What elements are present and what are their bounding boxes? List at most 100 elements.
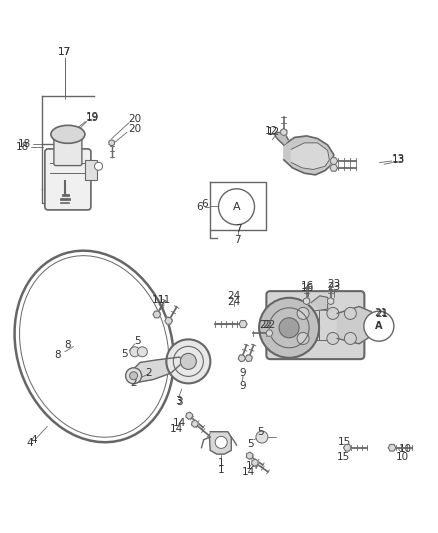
Circle shape	[256, 431, 268, 443]
Text: 24: 24	[228, 292, 241, 301]
Text: 17: 17	[58, 47, 71, 56]
Text: 3: 3	[176, 397, 183, 407]
Text: 6: 6	[201, 199, 208, 208]
Text: 13: 13	[392, 155, 405, 165]
Polygon shape	[153, 311, 161, 318]
Text: 19: 19	[85, 114, 99, 123]
Text: 18: 18	[18, 139, 31, 149]
Text: 9: 9	[239, 381, 246, 391]
Polygon shape	[328, 297, 334, 305]
Polygon shape	[252, 459, 258, 466]
Text: 23: 23	[327, 279, 340, 289]
Text: 14: 14	[170, 424, 183, 434]
Text: 12: 12	[267, 127, 280, 137]
Text: 21: 21	[375, 310, 389, 319]
Circle shape	[130, 372, 138, 380]
Text: 12: 12	[265, 126, 278, 135]
Text: 18: 18	[16, 142, 29, 152]
Polygon shape	[275, 132, 288, 145]
Polygon shape	[304, 297, 310, 305]
FancyBboxPatch shape	[54, 136, 82, 166]
Circle shape	[166, 340, 210, 383]
Text: 8: 8	[54, 350, 61, 360]
Text: 16: 16	[301, 281, 314, 290]
Polygon shape	[209, 432, 231, 454]
Ellipse shape	[51, 125, 85, 143]
Text: 21: 21	[374, 309, 388, 318]
Text: A: A	[375, 321, 383, 331]
Circle shape	[344, 333, 357, 344]
Circle shape	[180, 353, 196, 369]
Polygon shape	[330, 165, 338, 171]
Polygon shape	[109, 140, 114, 146]
Text: 6: 6	[196, 202, 203, 212]
Polygon shape	[129, 357, 184, 383]
Text: 10: 10	[399, 445, 412, 454]
Text: 13: 13	[392, 154, 405, 164]
Polygon shape	[186, 412, 193, 419]
Text: 7: 7	[234, 235, 241, 245]
Text: 4: 4	[26, 439, 33, 448]
Circle shape	[130, 347, 140, 357]
Text: 14: 14	[246, 461, 259, 471]
Text: 1: 1	[218, 465, 225, 475]
Text: 2: 2	[145, 368, 152, 378]
Circle shape	[344, 308, 357, 319]
Text: 1: 1	[218, 458, 225, 467]
Text: 5: 5	[134, 336, 141, 346]
Circle shape	[138, 347, 147, 357]
Circle shape	[219, 189, 254, 225]
Text: 8: 8	[64, 341, 71, 350]
Text: 5: 5	[247, 439, 254, 449]
Text: 11: 11	[158, 295, 171, 305]
Text: 11: 11	[152, 295, 165, 304]
Circle shape	[126, 368, 141, 384]
Circle shape	[259, 298, 319, 358]
Text: 22: 22	[260, 320, 273, 330]
Polygon shape	[284, 136, 334, 175]
Text: 9: 9	[240, 368, 247, 378]
Polygon shape	[247, 452, 253, 459]
Circle shape	[279, 318, 299, 338]
Text: 15: 15	[338, 438, 351, 447]
Polygon shape	[291, 143, 329, 169]
Circle shape	[327, 333, 339, 344]
Circle shape	[297, 333, 309, 344]
Text: 5: 5	[121, 350, 128, 359]
Text: 4: 4	[31, 435, 38, 445]
Polygon shape	[311, 296, 328, 310]
Text: 15: 15	[337, 453, 350, 462]
Bar	[85, 160, 97, 180]
Text: 20: 20	[128, 124, 141, 134]
Polygon shape	[330, 158, 338, 164]
Polygon shape	[245, 355, 252, 361]
Text: 14: 14	[242, 467, 255, 477]
Text: 5: 5	[257, 427, 264, 437]
Text: 19: 19	[86, 112, 99, 122]
Text: 24: 24	[228, 297, 241, 307]
Circle shape	[95, 162, 102, 171]
Polygon shape	[238, 355, 245, 361]
Polygon shape	[239, 320, 247, 328]
Text: 14: 14	[173, 418, 186, 427]
Text: 23: 23	[327, 282, 340, 292]
Text: A: A	[233, 202, 240, 212]
FancyBboxPatch shape	[266, 291, 364, 359]
Circle shape	[297, 308, 309, 319]
Text: 17: 17	[58, 47, 71, 56]
Text: 3: 3	[175, 396, 182, 406]
Polygon shape	[337, 306, 371, 344]
Text: 22: 22	[262, 320, 276, 330]
Text: 10: 10	[396, 453, 409, 462]
Polygon shape	[191, 420, 198, 427]
Text: 2: 2	[130, 378, 137, 387]
Polygon shape	[281, 128, 287, 136]
Circle shape	[327, 308, 339, 319]
Polygon shape	[266, 330, 273, 336]
Polygon shape	[343, 445, 351, 451]
Text: 20: 20	[128, 115, 141, 124]
FancyBboxPatch shape	[45, 149, 91, 210]
Text: 16: 16	[301, 283, 314, 293]
Circle shape	[364, 311, 394, 341]
Circle shape	[215, 437, 227, 448]
